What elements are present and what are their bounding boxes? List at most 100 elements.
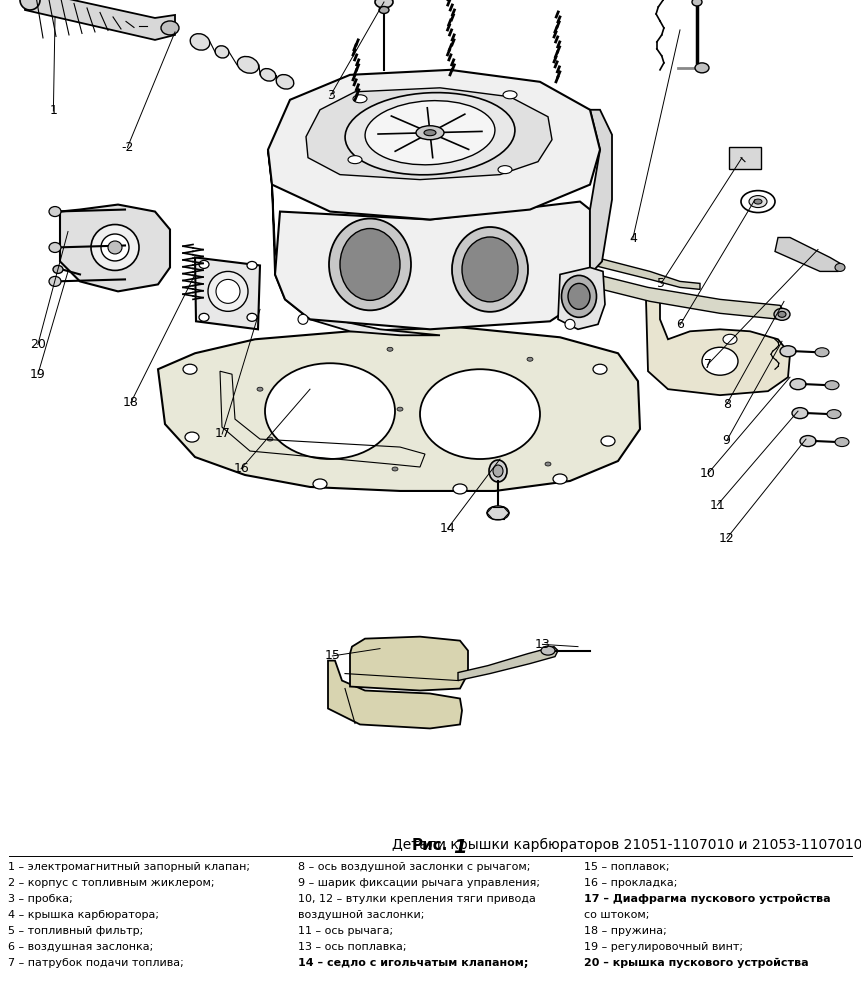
Text: 9 – шарик фиксации рычага управления;: 9 – шарик фиксации рычага управления; bbox=[298, 879, 540, 888]
Polygon shape bbox=[558, 267, 605, 329]
Ellipse shape bbox=[247, 314, 257, 321]
Text: 4: 4 bbox=[629, 232, 637, 246]
Bar bbox=[729, 147, 761, 169]
Text: 16: 16 bbox=[233, 462, 249, 475]
Ellipse shape bbox=[387, 347, 393, 351]
Ellipse shape bbox=[568, 283, 590, 310]
Text: 20 – крышка пускового устройства: 20 – крышка пускового устройства bbox=[584, 958, 808, 968]
Text: 15: 15 bbox=[325, 650, 340, 663]
Polygon shape bbox=[590, 109, 612, 274]
Text: 1 – электромагнитный запорный клапан;: 1 – электромагнитный запорный клапан; bbox=[8, 862, 250, 873]
Ellipse shape bbox=[108, 241, 122, 254]
Polygon shape bbox=[25, 0, 175, 39]
Text: 9: 9 bbox=[722, 434, 731, 447]
Ellipse shape bbox=[754, 199, 762, 204]
Ellipse shape bbox=[487, 506, 509, 520]
Text: Детали крышки карбюраторов 21051-1107010 и 21053‑1107010:: Детали крышки карбюраторов 21051-1107010… bbox=[393, 838, 861, 852]
Ellipse shape bbox=[265, 363, 395, 459]
Ellipse shape bbox=[313, 479, 327, 489]
Ellipse shape bbox=[541, 646, 555, 655]
Ellipse shape bbox=[190, 34, 210, 50]
Text: 4 – крышка карбюратора;: 4 – крышка карбюратора; bbox=[8, 910, 159, 920]
Ellipse shape bbox=[215, 45, 229, 58]
Ellipse shape bbox=[416, 126, 444, 140]
Polygon shape bbox=[775, 238, 842, 271]
Ellipse shape bbox=[216, 279, 240, 304]
Text: 19 – регулировочный винт;: 19 – регулировочный винт; bbox=[584, 942, 743, 952]
Text: 16 – прокладка;: 16 – прокладка; bbox=[584, 879, 678, 888]
Ellipse shape bbox=[345, 93, 515, 175]
Polygon shape bbox=[158, 327, 640, 491]
Ellipse shape bbox=[815, 348, 829, 357]
Ellipse shape bbox=[329, 219, 411, 311]
Ellipse shape bbox=[199, 260, 209, 268]
Polygon shape bbox=[275, 201, 590, 329]
Text: 17 – Диафрагма пускового устройства: 17 – Диафрагма пускового устройства bbox=[584, 894, 831, 904]
Ellipse shape bbox=[53, 265, 63, 273]
Ellipse shape bbox=[565, 319, 575, 329]
Ellipse shape bbox=[420, 369, 540, 459]
Ellipse shape bbox=[835, 438, 849, 447]
Ellipse shape bbox=[702, 347, 738, 376]
Ellipse shape bbox=[238, 56, 258, 73]
Ellipse shape bbox=[749, 195, 767, 208]
Text: 7 – патрубок подачи топлива;: 7 – патрубок подачи топлива; bbox=[8, 958, 183, 968]
Text: 10: 10 bbox=[700, 467, 715, 480]
Ellipse shape bbox=[247, 261, 257, 269]
Text: 13: 13 bbox=[535, 638, 550, 651]
Text: 14: 14 bbox=[440, 522, 455, 535]
Text: 1: 1 bbox=[453, 838, 467, 857]
Ellipse shape bbox=[462, 237, 518, 302]
Polygon shape bbox=[268, 150, 440, 335]
Ellipse shape bbox=[774, 309, 790, 320]
Ellipse shape bbox=[397, 407, 403, 411]
Ellipse shape bbox=[545, 462, 551, 466]
Ellipse shape bbox=[267, 437, 273, 441]
Text: 8 – ось воздушной заслонки с рычагом;: 8 – ось воздушной заслонки с рычагом; bbox=[298, 862, 530, 873]
Ellipse shape bbox=[741, 190, 775, 213]
Polygon shape bbox=[268, 70, 600, 220]
Text: 2 – корпус с топливным жиклером;: 2 – корпус с топливным жиклером; bbox=[8, 879, 214, 888]
Ellipse shape bbox=[161, 21, 179, 35]
Text: воздушной заслонки;: воздушной заслонки; bbox=[298, 910, 424, 920]
Text: 18 – пружина;: 18 – пружина; bbox=[584, 926, 666, 936]
Text: 7: 7 bbox=[703, 358, 712, 371]
Text: 5: 5 bbox=[657, 277, 666, 290]
Ellipse shape bbox=[553, 474, 567, 484]
Ellipse shape bbox=[49, 206, 61, 217]
Text: 8: 8 bbox=[722, 397, 731, 411]
Ellipse shape bbox=[835, 263, 845, 271]
Ellipse shape bbox=[723, 334, 737, 344]
Text: 3 – пробка;: 3 – пробка; bbox=[8, 894, 72, 904]
Ellipse shape bbox=[353, 95, 367, 103]
Ellipse shape bbox=[498, 166, 512, 174]
Ellipse shape bbox=[692, 0, 702, 6]
Polygon shape bbox=[350, 637, 468, 690]
Text: 11: 11 bbox=[709, 499, 725, 512]
Ellipse shape bbox=[825, 381, 839, 389]
Ellipse shape bbox=[101, 234, 129, 261]
Ellipse shape bbox=[375, 0, 393, 8]
Ellipse shape bbox=[493, 465, 503, 477]
Ellipse shape bbox=[593, 364, 607, 375]
Ellipse shape bbox=[453, 484, 467, 494]
Ellipse shape bbox=[527, 357, 533, 361]
Ellipse shape bbox=[49, 276, 61, 286]
Ellipse shape bbox=[260, 69, 276, 81]
Text: 19: 19 bbox=[30, 368, 46, 381]
Ellipse shape bbox=[208, 271, 248, 312]
Ellipse shape bbox=[778, 312, 786, 317]
Ellipse shape bbox=[424, 130, 436, 136]
Ellipse shape bbox=[601, 436, 615, 446]
Ellipse shape bbox=[49, 243, 61, 252]
Text: Рис.: Рис. bbox=[412, 838, 449, 853]
Ellipse shape bbox=[780, 346, 796, 357]
Ellipse shape bbox=[348, 156, 362, 164]
Polygon shape bbox=[195, 257, 260, 329]
Text: 1: 1 bbox=[49, 105, 58, 117]
Text: 20: 20 bbox=[30, 338, 46, 351]
Polygon shape bbox=[582, 271, 784, 319]
Text: 12: 12 bbox=[719, 531, 734, 545]
Text: 3: 3 bbox=[326, 89, 335, 102]
Text: 13 – ось поплавка;: 13 – ось поплавка; bbox=[298, 942, 406, 952]
